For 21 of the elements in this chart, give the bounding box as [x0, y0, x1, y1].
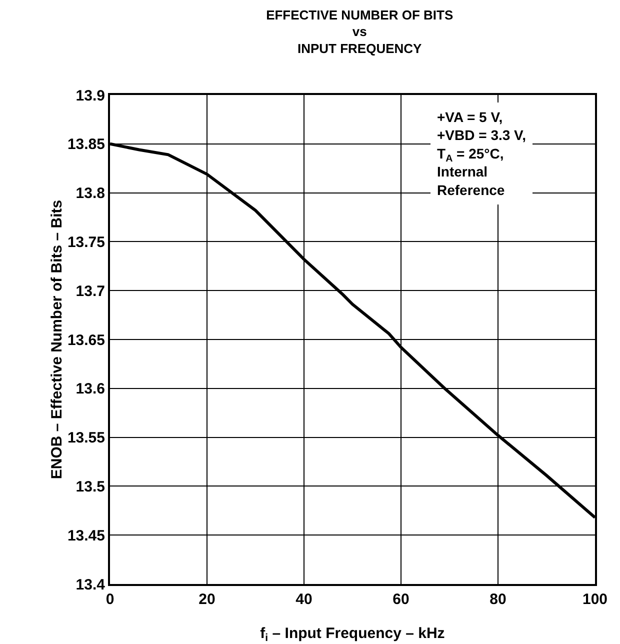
y-tick-label: 13.9 [76, 87, 105, 104]
x-tick-label: 0 [106, 591, 114, 608]
y-tick-label: 13.4 [76, 576, 106, 594]
y-tick-label: 13.65 [67, 332, 105, 349]
x-tick-label: 80 [490, 591, 506, 608]
y-tick-label: 13.85 [67, 136, 105, 154]
y-axis-title: ENOB – Effective Number of Bits – Bits [48, 200, 66, 480]
y-tick-label: 13.75 [67, 234, 105, 251]
x-tick-label: 100 [582, 591, 608, 608]
x-tick-label: 20 [198, 591, 216, 608]
chart-title: EFFECTIVE NUMBER OF BITS vs INPUT FREQUENCY [266, 7, 454, 56]
y-tick-label: 13.7 [76, 282, 105, 300]
y-tick-label: 13.45 [67, 527, 105, 544]
y-tick-label: 13.55 [67, 430, 105, 447]
annotation: +VA = 5 V, +VBD = 3.3 V, T$_{A}$ = 25°C, Internal Reference [437, 109, 526, 198]
y-tick-label: 13.6 [76, 380, 105, 398]
x-axis-title: f$_{i}$ – Input Frequency – kHz [260, 624, 445, 644]
y-tick-label: 13.5 [76, 478, 105, 496]
x-tick-label: 60 [392, 591, 410, 608]
x-tick-label: 40 [296, 591, 312, 608]
y-tick-label: 13.8 [76, 185, 105, 202]
